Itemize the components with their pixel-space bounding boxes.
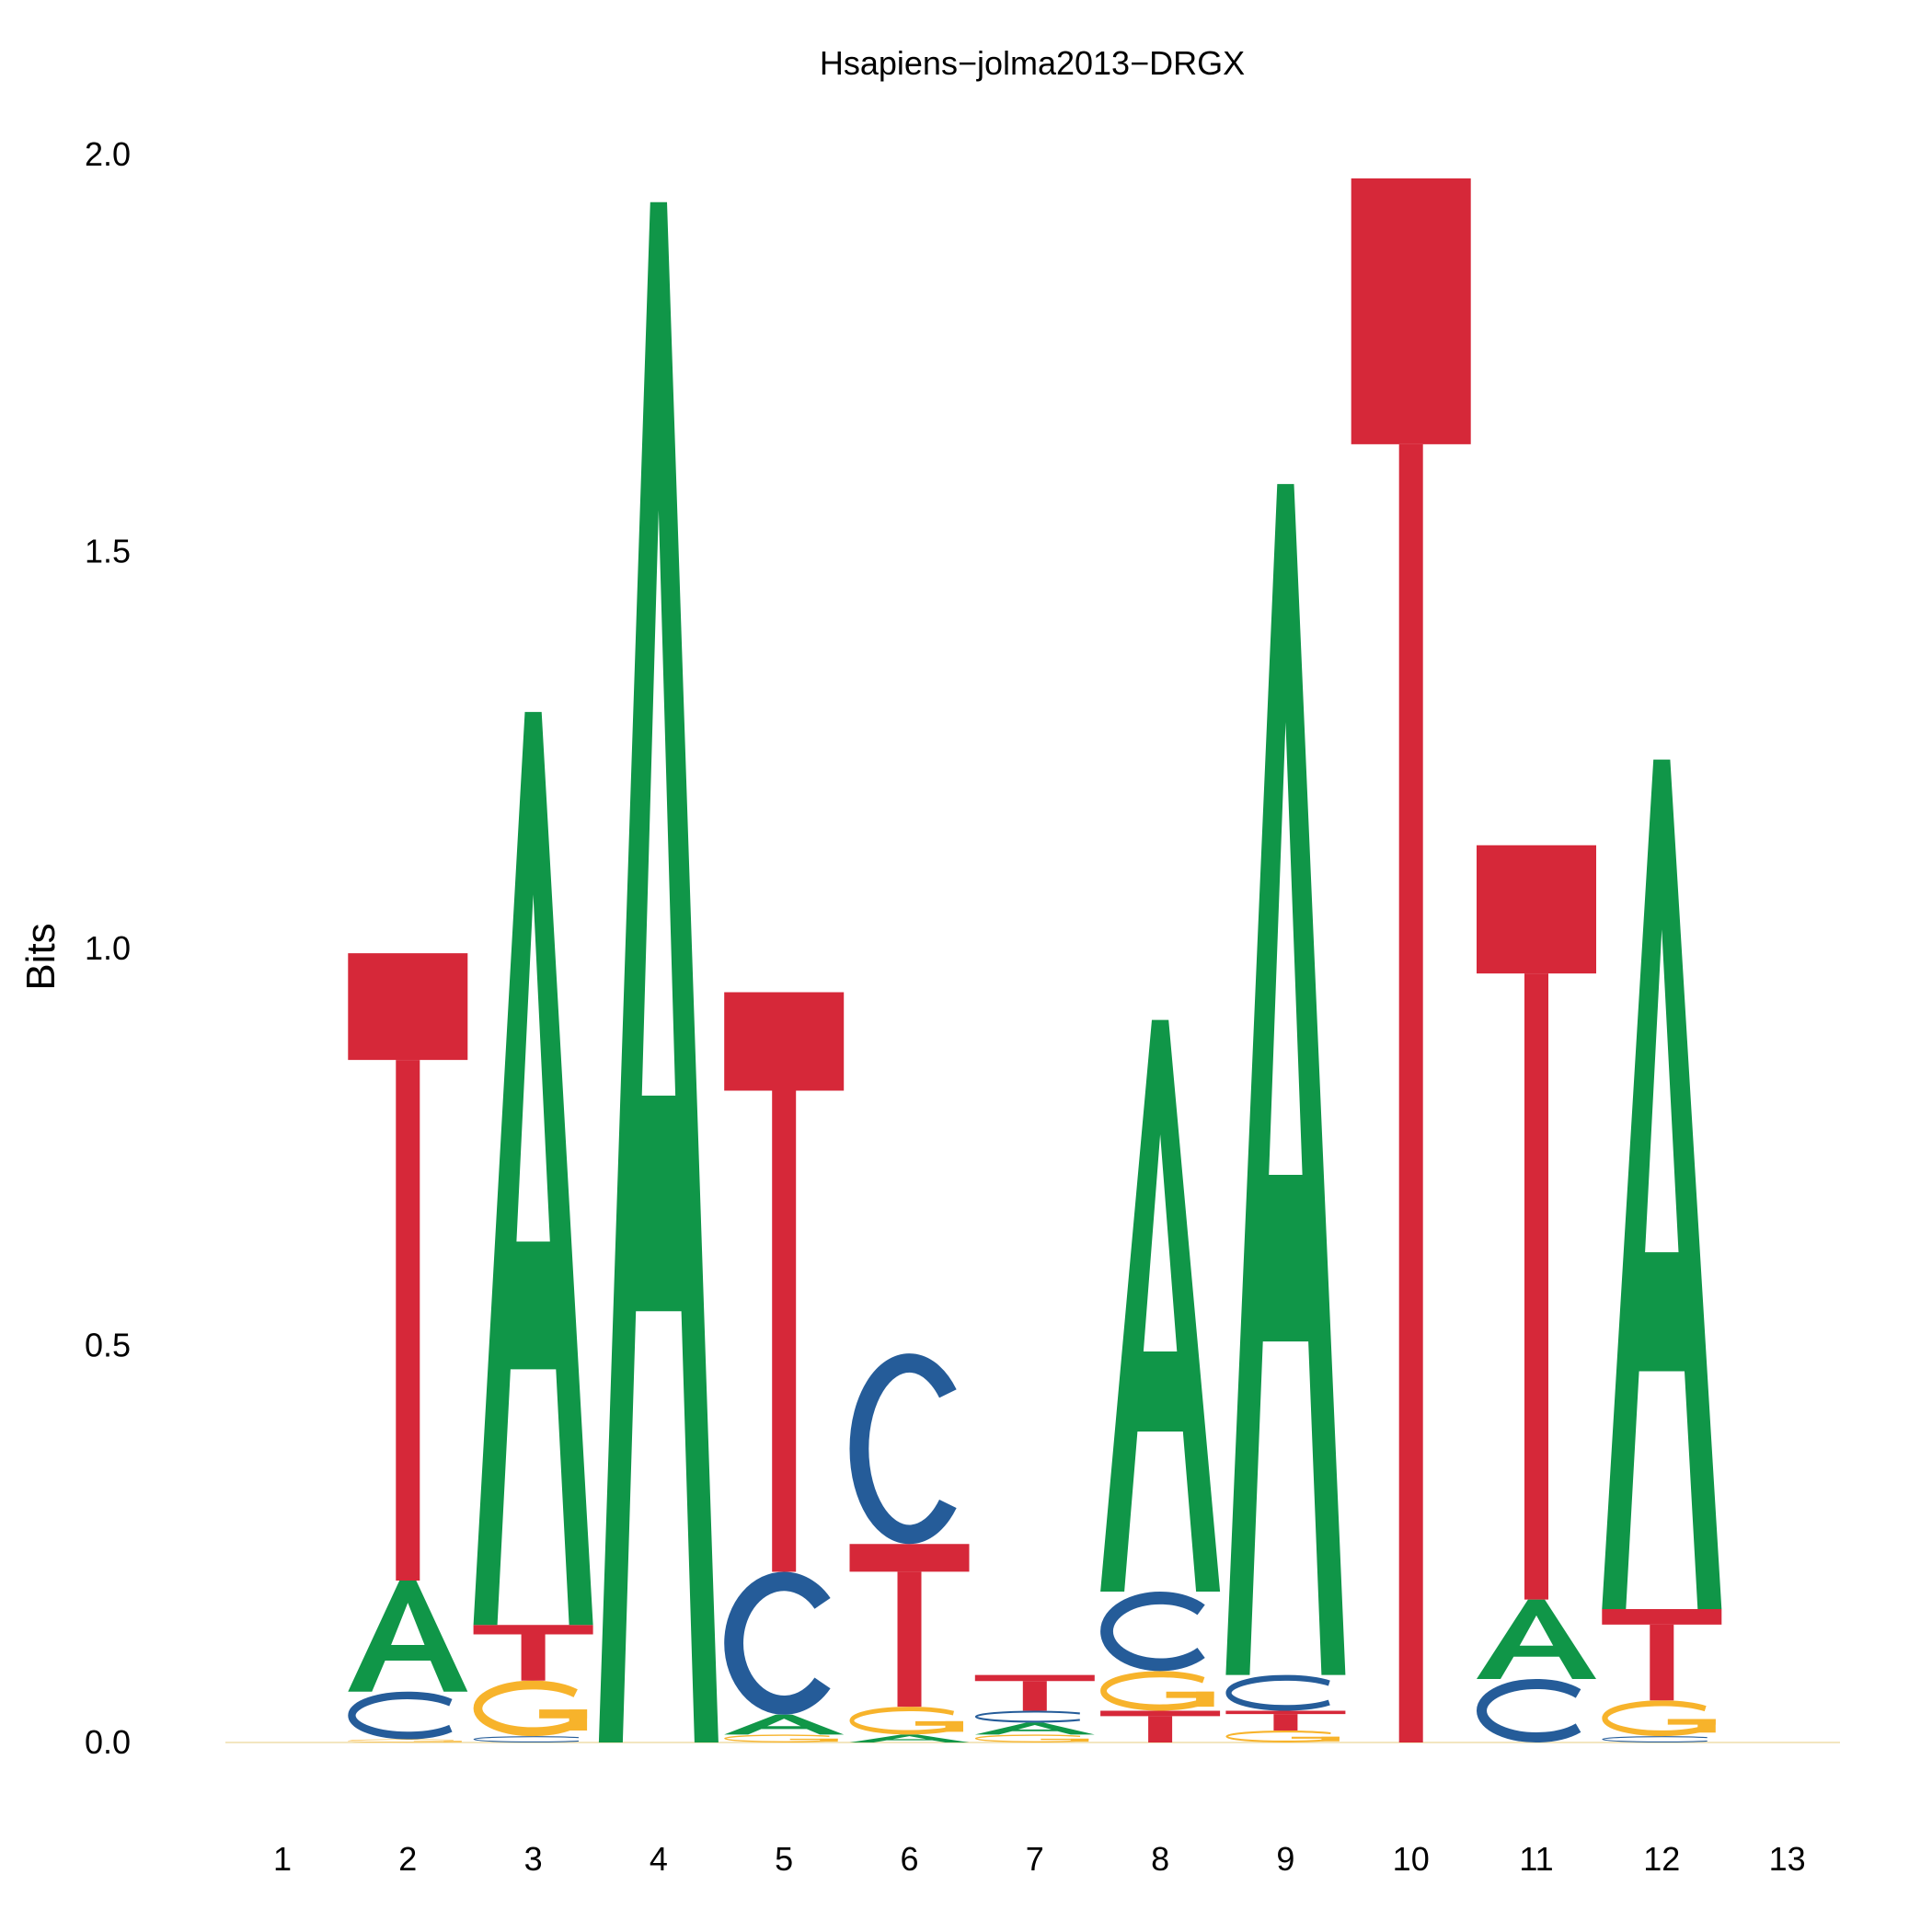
letter-C: [473, 1736, 579, 1742]
y-tick-label: 2.0: [85, 135, 131, 173]
letter-C: [849, 1353, 957, 1545]
letter-T: [1100, 1710, 1221, 1742]
x-tick-label: 6: [900, 1840, 918, 1878]
letter-G: [724, 1734, 838, 1742]
x-tick-label: 9: [1276, 1840, 1294, 1878]
letter-T: [473, 1625, 593, 1681]
letter-G: [1602, 1700, 1716, 1737]
letter-A: [1100, 1019, 1221, 1593]
logo-column-3: [473, 711, 593, 1742]
letter-A: [598, 201, 719, 1742]
logo-column-2: [348, 953, 468, 1743]
x-tick-label: 10: [1393, 1840, 1430, 1878]
letter-C: [348, 1691, 453, 1740]
letter-A: [1477, 1599, 1596, 1679]
letter-A: [724, 1714, 845, 1735]
letter-G: [1100, 1671, 1214, 1711]
logo-column-11: [1477, 845, 1596, 1742]
letter-C: [1225, 1674, 1330, 1711]
x-tick-label: 2: [398, 1840, 417, 1878]
letter-A: [348, 1580, 468, 1692]
x-tick-label: 13: [1769, 1840, 1806, 1878]
letter-A: [974, 1722, 1095, 1735]
logo-column-12: [1602, 759, 1722, 1742]
logo-column-5: [724, 992, 845, 1742]
logo-letters: [348, 178, 1722, 1743]
logo-column-8: [1100, 1019, 1221, 1742]
logo-column-6: [849, 1353, 970, 1742]
logo-column-4: [598, 201, 719, 1742]
y-tick-label: 0.0: [85, 1723, 131, 1761]
letter-T: [724, 992, 845, 1572]
x-tick-label: 7: [1026, 1840, 1044, 1878]
x-tick-label: 8: [1151, 1840, 1169, 1878]
letter-A: [1225, 484, 1346, 1675]
letter-T: [974, 1674, 1095, 1711]
logo-column-9: [1225, 484, 1346, 1742]
letter-A: [849, 1734, 970, 1742]
letter-C: [1100, 1592, 1205, 1672]
letter-T: [1477, 845, 1596, 1600]
letter-G: [974, 1734, 1089, 1742]
y-tick-label: 1.0: [85, 929, 131, 967]
logo-column-7: [974, 1674, 1095, 1742]
letter-C: [1477, 1678, 1581, 1742]
x-tick-label: 1: [273, 1840, 292, 1878]
logo-column-10: [1351, 178, 1471, 1742]
chart-title: Hsapiens−jolma2013−DRGX: [820, 44, 1245, 82]
letter-C: [1602, 1736, 1708, 1742]
letter-A: [473, 711, 593, 1626]
x-tick-label: 5: [775, 1840, 793, 1878]
letter-T: [1225, 1710, 1346, 1731]
letter-G: [849, 1707, 963, 1735]
letter-T: [348, 953, 468, 1581]
letter-G: [348, 1739, 462, 1743]
letter-G: [473, 1680, 588, 1737]
y-axis-label: Bits: [18, 923, 63, 990]
letter-G: [1225, 1731, 1340, 1742]
y-tick-label: 1.5: [85, 533, 131, 570]
letter-T: [1602, 1609, 1722, 1701]
letter-A: [1602, 759, 1722, 1610]
letter-T: [849, 1544, 970, 1708]
y-tick-label: 0.5: [85, 1327, 131, 1364]
y-axis-ticks: 0.0 0.5 1.0 1.5 2.0: [85, 135, 131, 1761]
x-tick-label: 12: [1643, 1840, 1680, 1878]
letter-C: [724, 1571, 831, 1715]
x-tick-label: 3: [524, 1840, 543, 1878]
x-axis-ticks: 1 2 3 4 5 6 7 8 9 10 11 12 13: [273, 1840, 1806, 1878]
x-tick-label: 4: [650, 1840, 668, 1878]
letter-T: [1351, 178, 1471, 1742]
letter-C: [974, 1710, 1080, 1723]
x-tick-label: 11: [1519, 1840, 1553, 1878]
